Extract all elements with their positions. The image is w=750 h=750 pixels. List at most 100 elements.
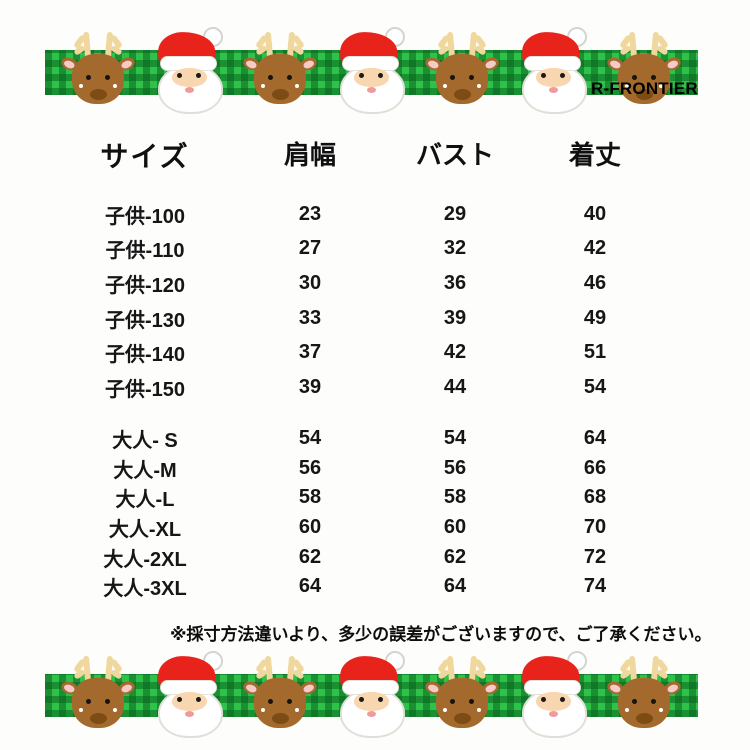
santa-face [172,68,207,87]
nose [636,713,653,724]
nose [272,89,289,100]
nose [90,89,107,100]
cheek-dot [659,84,663,88]
reindeer-icon [59,650,137,734]
size-cell: 子供-130 [104,309,186,332]
length-cell: 64 [583,426,607,449]
shoulder-cell: 58 [298,486,322,509]
eye [378,697,383,702]
length-cell: 66 [583,456,607,479]
bust-cell: 32 [443,237,467,260]
table-row: 大人-3XL 64 64 74 [60,572,670,602]
table-row: 子供-100 23 29 40 [60,197,670,232]
santa-icon [154,26,224,114]
cheek-dot [443,84,447,88]
eye [378,73,383,78]
shoulder-cell: 60 [298,515,322,538]
cheek-dot [625,84,629,88]
shoulder-cell: 37 [298,341,322,364]
nose [454,713,471,724]
length-cell: 42 [583,237,607,260]
size-cell: 子供-120 [104,274,186,297]
bust-cell: 42 [443,341,467,364]
eye [177,697,182,702]
table-row: 大人-M 56 56 66 [60,453,670,483]
santa-face [354,692,389,711]
length-cell: 49 [583,306,607,329]
bust-cell: 39 [443,306,467,329]
cheek-dot [625,708,629,712]
eye [105,699,110,704]
shoulder-cell: 30 [298,271,322,294]
cheek-dot [295,708,299,712]
eye [651,75,656,80]
size-cell: 大人- S [112,429,178,452]
length-cell: 74 [583,575,607,598]
table-row: 子供-120 30 36 46 [60,266,670,301]
length-cell: 70 [583,515,607,538]
mouth [549,711,558,717]
length-cell: 72 [583,545,607,568]
bust-cell: 29 [443,202,467,225]
eye [469,699,474,704]
bust-cell: 54 [443,426,467,449]
santa-face [172,692,207,711]
cheek-dot [113,708,117,712]
eye [86,699,91,704]
cheek-dot [443,708,447,712]
eye [359,73,364,78]
size-cell: 子供-150 [104,378,186,401]
header-size: サイズ [100,141,190,172]
length-cell: 54 [583,375,607,398]
shoulder-cell: 62 [298,545,322,568]
nose [272,713,289,724]
cheek-dot [659,708,663,712]
eye [268,699,273,704]
length-cell: 46 [583,271,607,294]
brand-label: R-FRONTIER [591,79,698,98]
eye [196,73,201,78]
mouth [367,711,376,717]
bust-cell: 64 [443,575,467,598]
christmas-border-top [45,26,705,114]
table-row: 大人-2XL 62 62 72 [60,542,670,572]
eye [541,697,546,702]
eye [541,73,546,78]
size-table-body: 子供-100 23 29 40 子供-110 27 32 42 子供-120 30 36 46 子供-1… [60,197,670,602]
bust-cell: 62 [443,545,467,568]
santa-face [536,68,571,87]
santa-face [354,68,389,87]
eye [268,75,273,80]
size-cell: 子供-110 [105,240,185,263]
nose [90,713,107,724]
eye [450,75,455,80]
bust-cell: 44 [443,375,467,398]
santa-icon [336,650,406,738]
table-row: 大人- S 54 54 64 [60,424,670,454]
length-cell: 40 [583,202,607,225]
eye [196,697,201,702]
shoulder-cell: 64 [298,575,322,598]
reindeer-icon [423,650,501,734]
santa-icon [336,26,406,114]
table-row: 子供-130 33 39 49 [60,301,670,336]
length-cell: 51 [583,341,607,364]
size-cell: 大人-XL [108,518,182,541]
reindeer-icon [59,26,137,110]
reindeer-icon [605,26,683,110]
size-cell: 子供-140 [104,344,186,367]
eye [105,75,110,80]
shoulder-cell: 56 [298,456,322,479]
eye [450,699,455,704]
cheek-dot [261,84,265,88]
table-header-row: サイズ 肩幅 バスト 着丈 [60,135,670,175]
table-row: 子供-110 27 32 42 [60,232,670,267]
eye [632,699,637,704]
bust-cell: 36 [443,271,467,294]
size-cell: 子供-100 [104,205,186,228]
nose [454,89,471,100]
shoulder-cell: 39 [298,375,322,398]
size-cell: 大人-2XL [103,548,187,571]
shoulder-cell: 33 [298,306,322,329]
